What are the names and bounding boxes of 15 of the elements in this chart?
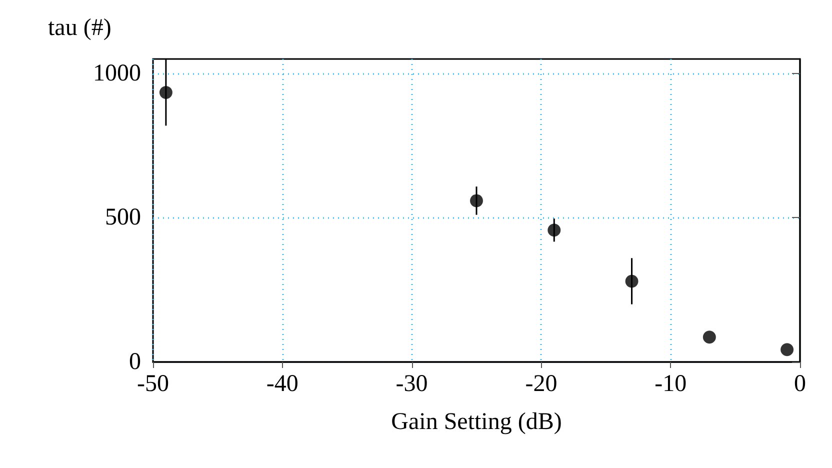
point — [702, 330, 716, 344]
point — [470, 194, 483, 208]
x-tick-label: -30 — [396, 371, 428, 397]
point — [548, 224, 561, 237]
point — [625, 274, 638, 288]
y-tick-label: 1000 — [93, 60, 141, 86]
x-tick-label: -10 — [654, 371, 687, 397]
point — [159, 86, 172, 99]
y-axis-title: tau (#) — [48, 15, 112, 41]
y-tick-label: 500 — [105, 204, 141, 231]
point — [780, 343, 794, 356]
x-tick-label: -20 — [525, 371, 558, 397]
x-tick-label: -40 — [266, 371, 298, 397]
x-tick-label: 0 — [794, 371, 806, 397]
x-axis-title: Gain Setting (dB) — [391, 409, 562, 435]
